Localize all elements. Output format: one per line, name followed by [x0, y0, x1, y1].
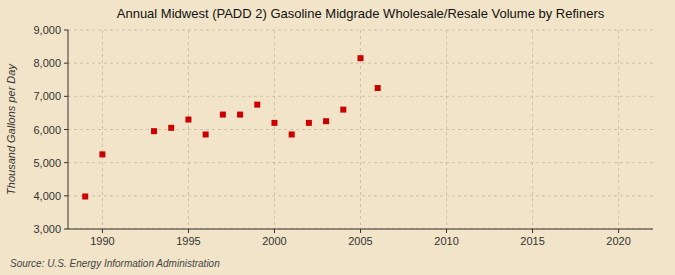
x-tick-label: 2000: [262, 235, 286, 247]
points: [82, 55, 381, 199]
point: [306, 120, 312, 126]
point: [237, 112, 243, 118]
y-tick-label: 6,000: [33, 124, 61, 136]
x-tick-label: 2015: [520, 235, 544, 247]
y-tick-label: 7,000: [33, 90, 61, 102]
y-tick-label: 8,000: [33, 57, 61, 69]
point: [82, 193, 88, 199]
x-tick-label: 2010: [434, 235, 458, 247]
x-tick: [360, 229, 361, 233]
point: [99, 151, 105, 157]
y-tick: [64, 129, 68, 130]
grid-line-x: [102, 30, 103, 229]
y-tick: [64, 195, 68, 196]
point: [151, 128, 157, 134]
grid-line-x: [618, 30, 619, 229]
background: [0, 0, 675, 275]
point: [203, 131, 209, 137]
source: Source: U.S. Energy Information Administ…: [10, 258, 220, 269]
point: [254, 102, 260, 108]
chart: 1990 1995 2000 2005 2010 2015 2020 3,000 4,000 5,…: [0, 0, 675, 275]
point: [340, 107, 346, 113]
x-tick: [618, 229, 619, 233]
grid-line-y: [68, 30, 653, 31]
x-tick: [446, 229, 447, 233]
x-tick: [532, 229, 533, 233]
y-tick: [64, 63, 68, 64]
grid-line-y: [68, 162, 653, 163]
grid-line-y: [68, 96, 653, 97]
point: [185, 117, 191, 123]
grid-line-y: [68, 195, 653, 196]
y-tick: [64, 96, 68, 97]
point: [375, 85, 381, 91]
point: [323, 118, 329, 124]
y-tick-label: 5,000: [33, 157, 61, 169]
x-tick-label: 2005: [348, 235, 372, 247]
x-tick: [274, 229, 275, 233]
x-tick-label: 2020: [606, 235, 630, 247]
title: Annual Midwest (PADD 2) Gasoline Midgrad…: [117, 6, 605, 21]
x-tick-label: 1990: [90, 235, 114, 247]
x-tick: [188, 229, 189, 233]
y-tick: [64, 229, 68, 230]
y-tick-label: 3,000: [33, 223, 61, 235]
y-tick: [64, 30, 68, 31]
point: [358, 55, 364, 61]
x-tick-label: 1995: [176, 235, 200, 247]
point: [220, 112, 226, 118]
y-tick-label: 4,000: [33, 190, 61, 202]
grid-line-y: [68, 63, 653, 64]
axes: 1990 1995 2000 2005 2010 2015 2020 3,000 4,000 5,…: [33, 24, 653, 247]
x-tick: [102, 229, 103, 233]
grid: [68, 30, 653, 229]
point: [289, 131, 295, 137]
y-tick: [64, 162, 68, 163]
point: [168, 125, 174, 131]
point: [271, 120, 277, 126]
y-axis-label: Thousand Gallons per Day: [5, 63, 17, 195]
y-tick-label: 9,000: [33, 24, 61, 36]
